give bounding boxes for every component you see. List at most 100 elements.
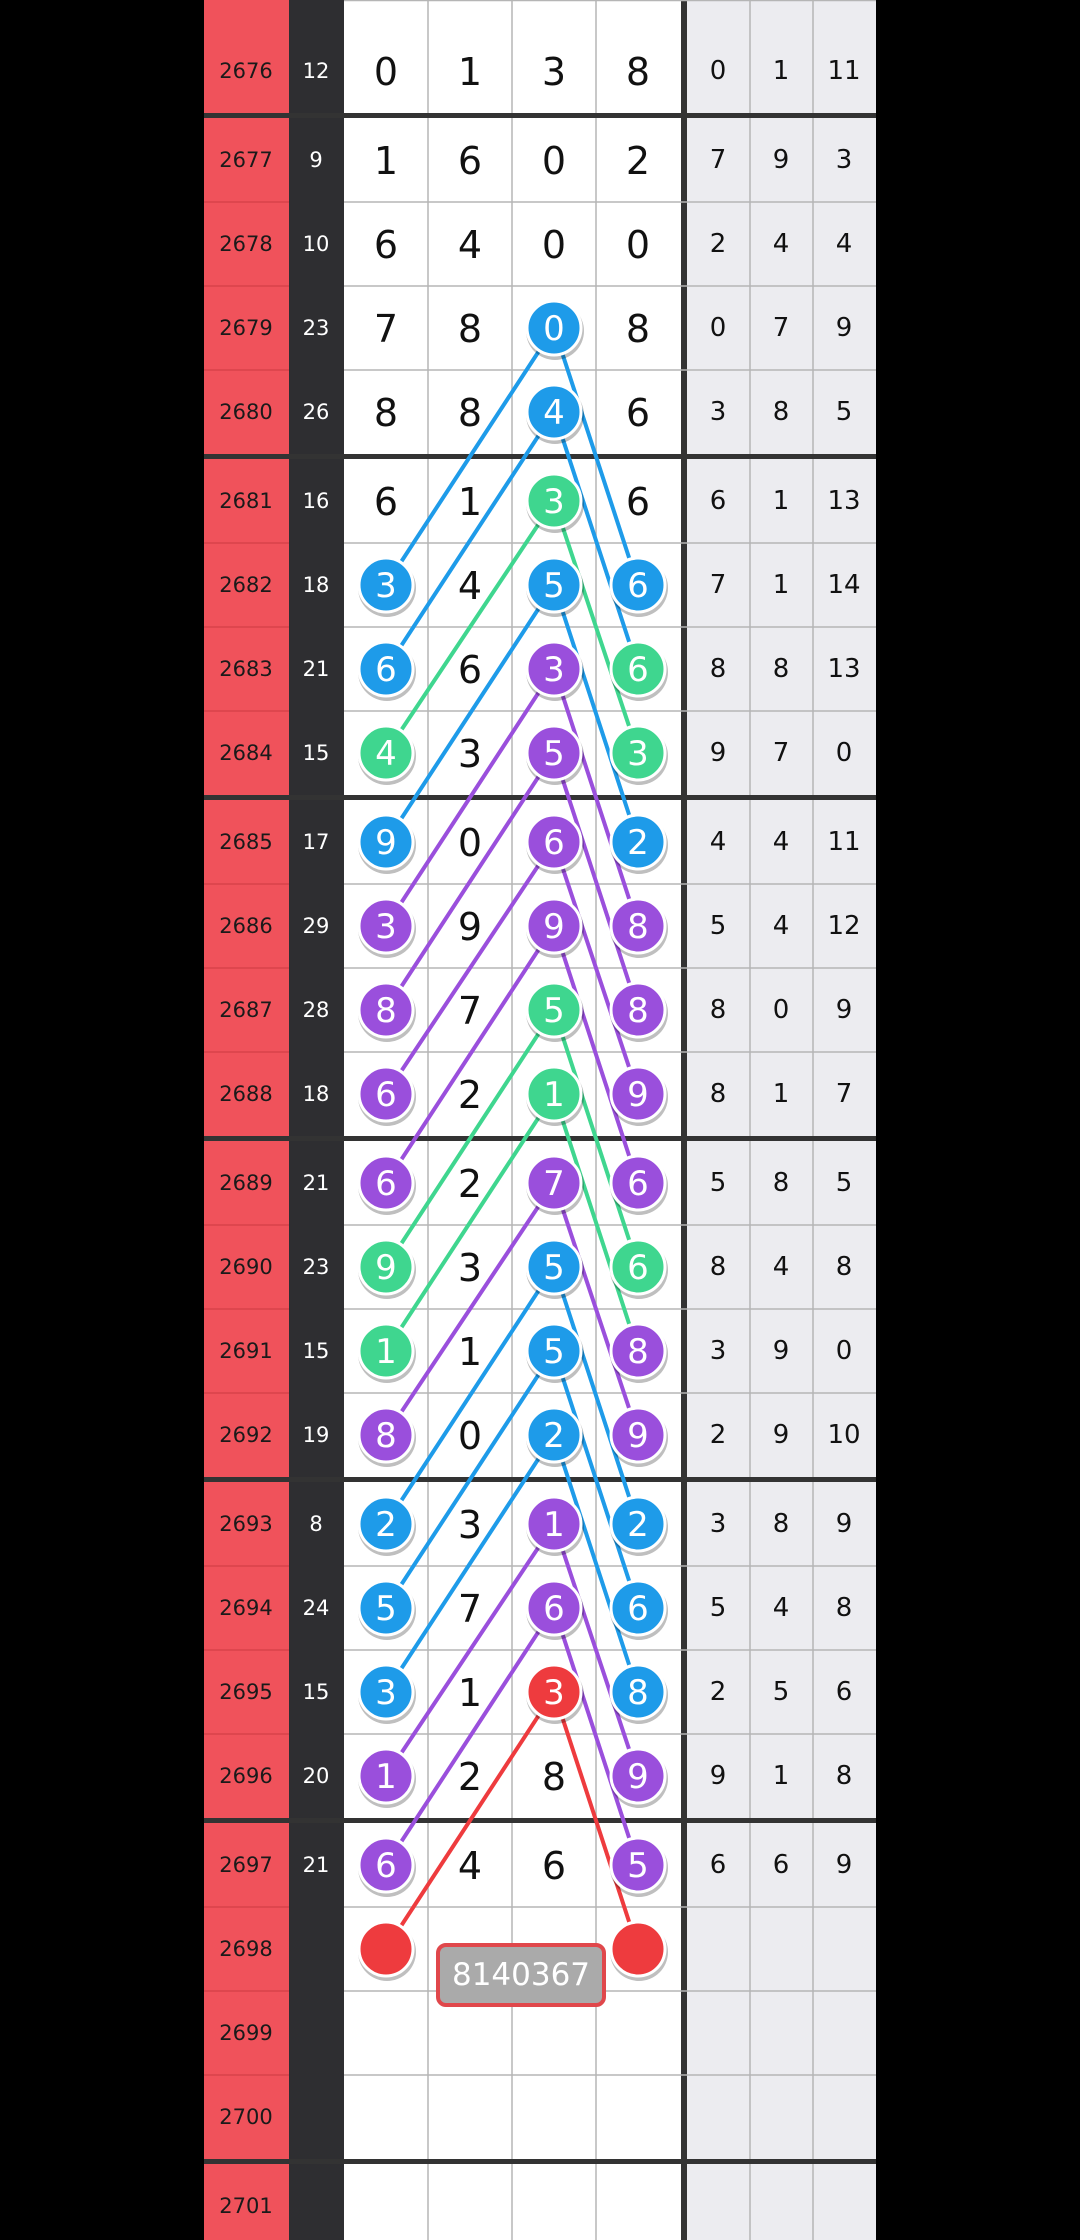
ball-digit: 8 xyxy=(375,1416,397,1456)
ball-digit: 3 xyxy=(375,566,397,606)
digit: 6 xyxy=(458,648,482,692)
ball xyxy=(357,1406,415,1464)
digit: 0 xyxy=(374,50,398,94)
period: 2689 xyxy=(219,1171,272,1195)
trend-link xyxy=(384,924,556,1185)
digit: 9 xyxy=(458,905,482,949)
row-lines xyxy=(204,0,876,2164)
period: 2685 xyxy=(219,830,272,854)
ball xyxy=(357,1154,415,1212)
period: 2678 xyxy=(219,232,272,256)
trend-link xyxy=(384,326,556,587)
stat: 4 xyxy=(710,827,727,857)
ball xyxy=(609,1154,667,1212)
stat: 0 xyxy=(836,738,853,768)
stat: 7 xyxy=(773,313,790,343)
sum: 15 xyxy=(303,1339,330,1363)
ball-digit: 0 xyxy=(543,309,565,349)
stat: 8 xyxy=(773,1168,790,1198)
period: 2693 xyxy=(219,1512,272,1536)
sum: 9 xyxy=(309,148,322,172)
ball-digit: 5 xyxy=(375,1589,397,1629)
ball-digit: 4 xyxy=(375,734,397,774)
sum: 23 xyxy=(303,1255,330,1279)
ball xyxy=(357,1322,415,1380)
trend-link xyxy=(384,1181,556,1437)
stat: 13 xyxy=(827,486,860,516)
sum: 29 xyxy=(303,914,330,938)
stat: 6 xyxy=(710,1850,727,1880)
digit: 2 xyxy=(458,1755,482,1799)
stat: 8 xyxy=(710,995,727,1025)
stat: 3 xyxy=(710,1509,727,1539)
ball-digit: 5 xyxy=(543,566,565,606)
period: 2684 xyxy=(219,741,272,765)
stat: 5 xyxy=(710,1168,727,1198)
stat: 8 xyxy=(773,1509,790,1539)
digit: 0 xyxy=(542,139,566,183)
trend-link xyxy=(552,1182,640,1436)
trend-link xyxy=(552,1350,640,1609)
group-separator xyxy=(204,795,876,800)
ball xyxy=(357,981,415,1039)
digit: 0 xyxy=(542,223,566,267)
ball-digit: 9 xyxy=(627,1416,649,1456)
ball-digit: 3 xyxy=(375,1673,397,1713)
stat: 9 xyxy=(773,1336,790,1366)
stat: 5 xyxy=(773,1677,790,1707)
ball xyxy=(525,981,583,1039)
digit: 7 xyxy=(374,307,398,351)
trend-link xyxy=(384,1690,556,1951)
stat: 0 xyxy=(710,313,727,343)
trend-links xyxy=(384,326,640,1951)
period: 2698 xyxy=(219,1937,272,1961)
ball xyxy=(357,813,415,871)
stat: 1 xyxy=(773,570,790,600)
trend-link xyxy=(552,1691,640,1950)
stat: 1 xyxy=(773,486,790,516)
trend-link xyxy=(552,1607,640,1866)
period: 2679 xyxy=(219,316,272,340)
sum: 28 xyxy=(303,998,330,1022)
sum: 23 xyxy=(303,316,330,340)
stat: 11 xyxy=(827,827,860,857)
stat: 4 xyxy=(773,1252,790,1282)
stat: 5 xyxy=(710,911,727,941)
digit: 3 xyxy=(542,50,566,94)
ball xyxy=(357,1238,415,1296)
trend-link xyxy=(384,840,556,1096)
sum: 18 xyxy=(303,573,330,597)
period: 2682 xyxy=(219,573,272,597)
stat: 6 xyxy=(773,1850,790,1880)
trend-link xyxy=(552,1266,640,1525)
ball xyxy=(525,1154,583,1212)
period: 2692 xyxy=(219,1423,272,1447)
stat: 2 xyxy=(710,1677,727,1707)
stat: 7 xyxy=(836,1079,853,1109)
stat: 3 xyxy=(710,397,727,427)
trend-link xyxy=(552,411,640,670)
ball-digit: 3 xyxy=(543,650,565,690)
ball-digit: 7 xyxy=(543,1164,565,1204)
ball-digit: 6 xyxy=(627,1248,649,1288)
sum: 15 xyxy=(303,741,330,765)
digit: 3 xyxy=(458,1246,482,1290)
trend-link xyxy=(552,1434,640,1693)
trend-link xyxy=(552,841,640,1095)
ball-digit: 6 xyxy=(375,1075,397,1115)
group-separator xyxy=(204,1136,876,1141)
ball-digit: 9 xyxy=(375,823,397,863)
ball xyxy=(357,1920,415,1978)
trend-link xyxy=(384,1433,556,1694)
ball xyxy=(525,724,583,782)
group-separator xyxy=(204,454,876,459)
ball-digit: 8 xyxy=(627,991,649,1031)
period: 2696 xyxy=(219,1764,272,1788)
stat: 9 xyxy=(836,313,853,343)
ball-digit: 1 xyxy=(375,1332,397,1372)
ball xyxy=(609,1238,667,1296)
sum: 18 xyxy=(303,1082,330,1106)
digit: 6 xyxy=(626,480,650,524)
